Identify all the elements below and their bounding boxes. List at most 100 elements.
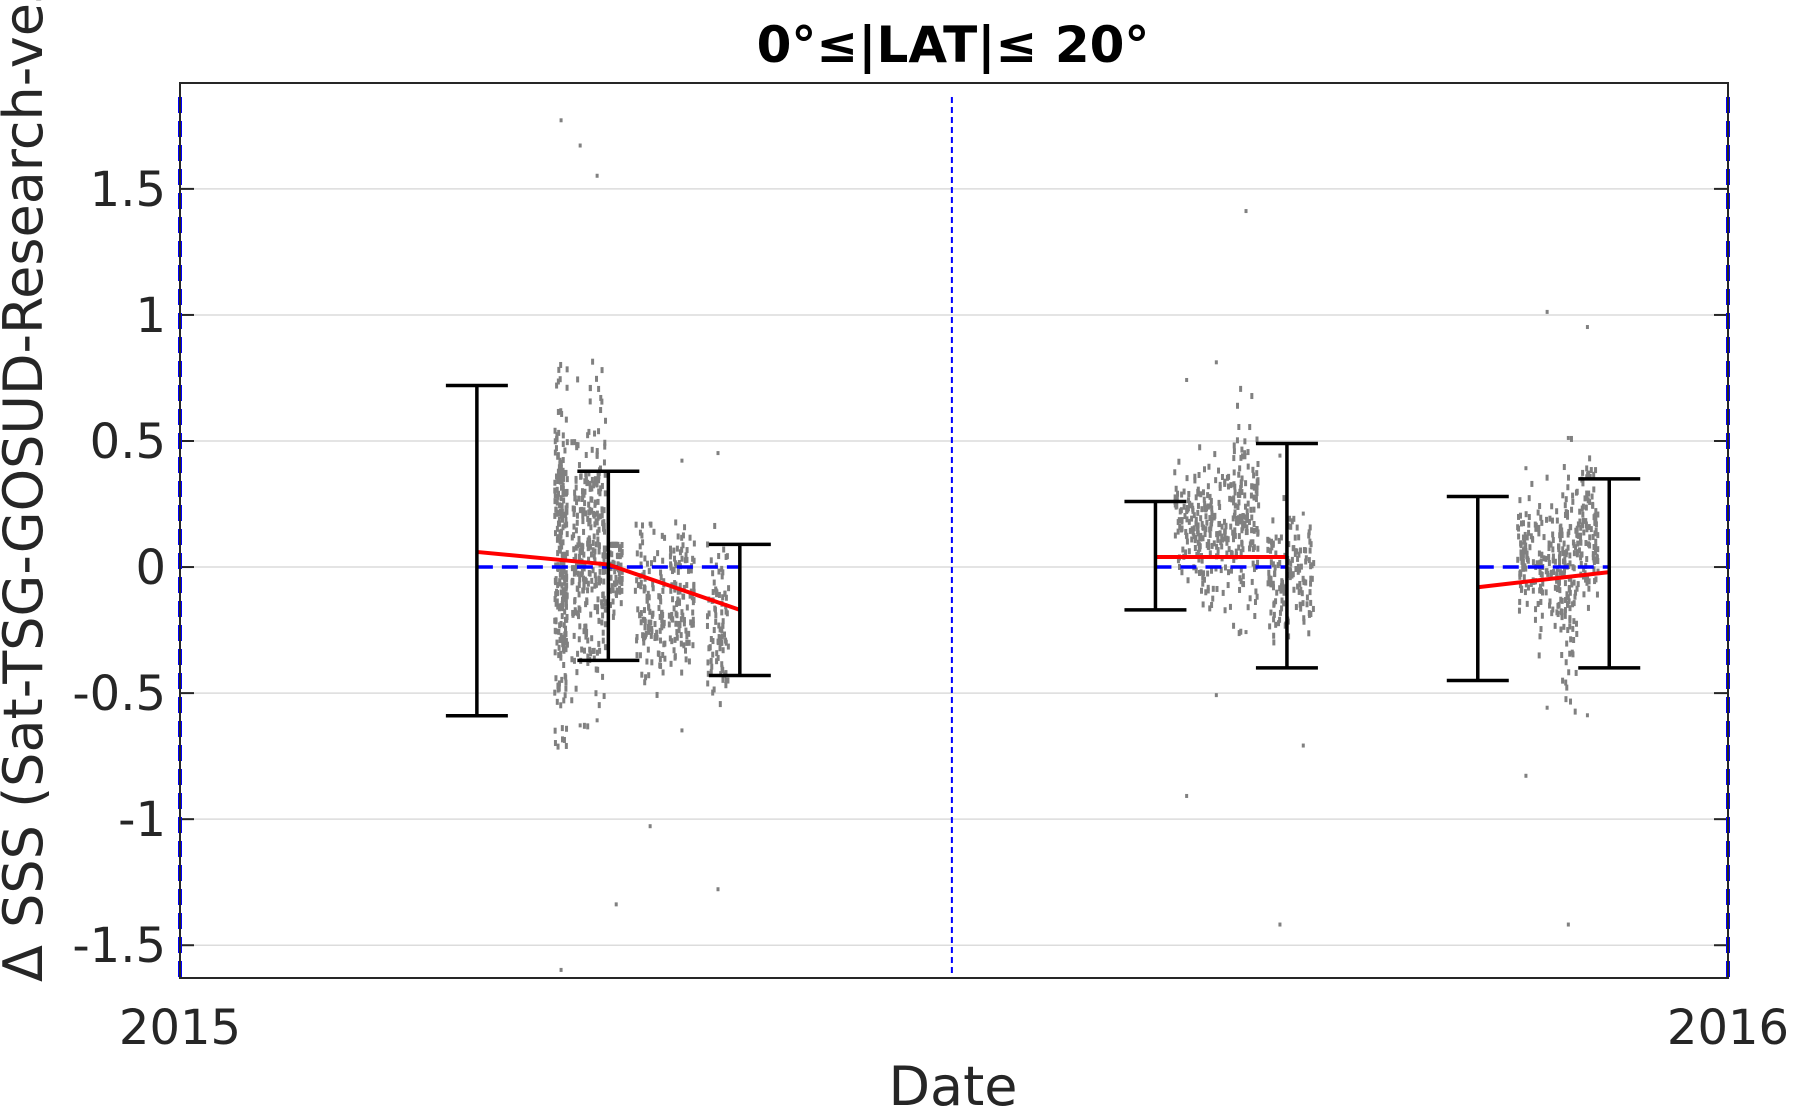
data-point xyxy=(1210,516,1214,523)
data-point xyxy=(1228,495,1232,502)
data-point xyxy=(603,621,607,628)
data-point xyxy=(1225,474,1229,481)
data-point xyxy=(1266,546,1270,553)
data-point xyxy=(1593,578,1597,585)
data-point xyxy=(1178,508,1182,515)
data-point xyxy=(563,608,567,615)
data-point xyxy=(559,495,563,502)
data-point xyxy=(1246,604,1250,611)
data-point xyxy=(718,645,722,652)
data-point xyxy=(1542,534,1546,541)
data-point xyxy=(1227,546,1231,553)
data-point xyxy=(1201,574,1205,581)
data-point xyxy=(1586,574,1590,581)
data-point xyxy=(1215,531,1219,538)
data-point xyxy=(1562,540,1566,547)
data-point xyxy=(1185,793,1189,798)
data-point xyxy=(572,523,576,530)
data-point xyxy=(1195,551,1199,558)
data-point xyxy=(601,568,605,575)
data-point xyxy=(714,612,718,619)
data-point xyxy=(563,673,567,680)
data-point xyxy=(676,568,680,575)
data-point xyxy=(679,632,683,639)
data-point xyxy=(1203,531,1207,538)
data-point xyxy=(1555,609,1559,616)
data-point xyxy=(1216,547,1220,554)
data-point xyxy=(1246,500,1250,507)
data-point xyxy=(564,685,568,692)
data-point xyxy=(589,650,593,657)
data-point xyxy=(1559,608,1563,615)
data-point xyxy=(1307,532,1311,539)
data-point xyxy=(561,440,565,447)
data-point xyxy=(1193,537,1197,544)
data-point xyxy=(680,555,684,562)
data-point xyxy=(562,561,566,568)
data-point xyxy=(1201,524,1205,531)
data-point xyxy=(558,538,562,545)
data-point xyxy=(713,522,717,529)
data-point xyxy=(572,632,576,639)
data-point xyxy=(1573,593,1577,600)
data-point xyxy=(595,173,599,178)
data-point xyxy=(555,509,559,516)
data-point xyxy=(726,677,730,684)
data-point xyxy=(1253,598,1257,605)
data-point xyxy=(1538,569,1542,576)
data-point xyxy=(1208,531,1212,538)
data-point xyxy=(1573,708,1577,715)
data-point xyxy=(1296,555,1300,562)
data-point xyxy=(1288,566,1292,573)
data-point xyxy=(1232,442,1236,449)
data-point xyxy=(1548,602,1552,609)
data-point xyxy=(554,675,558,682)
data-point xyxy=(559,475,563,482)
data-point xyxy=(611,541,615,548)
data-point xyxy=(677,620,681,627)
data-point xyxy=(587,544,591,551)
data-point xyxy=(574,553,578,560)
data-point xyxy=(1282,495,1286,502)
data-point xyxy=(1252,566,1256,573)
data-point xyxy=(1579,539,1583,546)
data-point xyxy=(679,616,683,623)
data-point xyxy=(600,602,604,609)
data-point xyxy=(594,518,598,525)
data-point xyxy=(1196,549,1200,556)
data-point xyxy=(1255,593,1259,600)
data-point xyxy=(1588,498,1592,505)
data-point xyxy=(1216,536,1220,543)
data-point xyxy=(1240,488,1244,495)
data-point xyxy=(662,578,666,585)
data-point xyxy=(1280,597,1284,604)
data-point xyxy=(1248,541,1252,548)
data-point xyxy=(640,522,644,529)
data-point xyxy=(564,646,568,653)
data-point xyxy=(1194,516,1198,523)
data-point xyxy=(647,619,651,626)
data-point xyxy=(1233,527,1237,534)
data-point xyxy=(1255,526,1259,533)
data-point xyxy=(1555,508,1559,515)
data-point xyxy=(658,662,662,669)
data-point xyxy=(1538,503,1542,510)
data-point xyxy=(1297,551,1301,558)
data-point xyxy=(1291,571,1295,578)
data-point xyxy=(1193,545,1197,552)
data-point xyxy=(1271,540,1275,547)
data-point xyxy=(614,902,618,907)
data-point xyxy=(1525,600,1529,607)
data-point xyxy=(721,618,725,625)
data-point xyxy=(557,520,561,527)
data-point xyxy=(614,574,618,581)
data-point xyxy=(1527,521,1531,528)
data-point xyxy=(1521,534,1525,541)
data-point xyxy=(1215,585,1219,592)
data-point xyxy=(678,588,682,595)
data-point xyxy=(1518,512,1522,519)
data-point xyxy=(1297,588,1301,595)
data-point xyxy=(1596,511,1600,518)
data-point xyxy=(645,560,649,567)
data-point xyxy=(1545,516,1549,523)
